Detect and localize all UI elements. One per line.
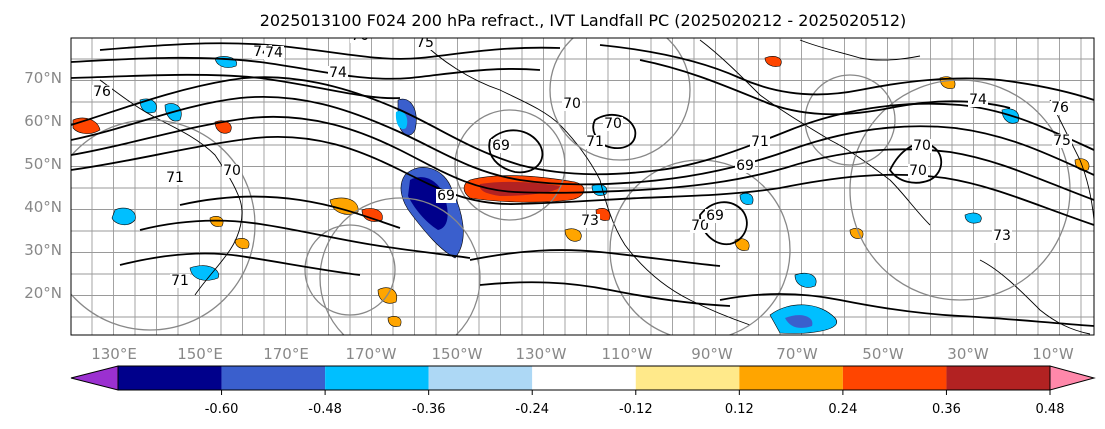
longitude-label: 10°W	[1032, 345, 1074, 363]
contour-label-background	[603, 117, 623, 131]
contour-label: 69	[736, 158, 754, 174]
contour-label: 75	[1053, 133, 1071, 149]
contour-label: 74	[329, 65, 347, 81]
longitude-label: 50°W	[862, 345, 904, 363]
map-frame	[70, 37, 1095, 336]
contour-label-background	[705, 209, 725, 223]
latitude-label: 40°N	[24, 198, 62, 216]
colorbar-tick-label: -0.36	[412, 402, 446, 417]
longitude-label: 30°W	[947, 345, 989, 363]
contour-label-background	[328, 66, 348, 80]
longitude-label: 90°W	[691, 345, 733, 363]
contour-label: 70	[909, 163, 927, 179]
colorbar-segment	[532, 366, 636, 390]
colorbar-tick-label: 0.24	[828, 402, 857, 417]
contour-label-background	[165, 171, 185, 185]
contour-label-background	[264, 46, 284, 60]
contour-label-background	[1050, 101, 1070, 115]
colorbar-segment	[221, 366, 326, 390]
contour-label: 76	[351, 28, 369, 44]
colorbar-segment	[118, 366, 222, 390]
colorbar-segment	[325, 366, 429, 390]
contour-label: 71	[586, 134, 604, 150]
colorbar-tick-label: 0.12	[725, 402, 754, 417]
longitude-label: 170°W	[346, 345, 397, 363]
contour-label-background	[415, 38, 435, 50]
contour-label-background	[912, 139, 932, 153]
contour-label-background	[222, 164, 242, 178]
graticule	[71, 38, 1094, 335]
contour-label: 71	[171, 273, 189, 289]
contour-label-background	[992, 229, 1012, 243]
contour-label: 76	[1051, 100, 1069, 116]
colorbar-extend-high	[1049, 365, 1096, 391]
contour-label-background	[580, 214, 600, 228]
contour-label: 70	[913, 138, 931, 154]
colorbar-segment	[428, 366, 533, 390]
latitude-labels: 70°N 60°N 50°N 40°N 30°N 20°N	[24, 69, 62, 302]
colorbar-extend-low	[70, 365, 119, 391]
contour-label: 69	[492, 138, 510, 154]
contour-label-background	[968, 93, 988, 107]
contour-label-background	[491, 139, 511, 153]
contour-label-background	[750, 135, 770, 149]
longitude-labels: 130°E 150°E 170°E 170°W 150°W 130°W 110°W 90°W 7…	[91, 345, 1074, 363]
contour-label: 74	[969, 92, 987, 108]
colorbar-tick-label: 0.36	[932, 402, 961, 417]
contour-label: 74	[265, 45, 283, 61]
contour-label-background	[436, 189, 456, 203]
contour-label: 70	[691, 218, 709, 234]
contour-label: 73	[581, 213, 599, 229]
longitude-label: 130°E	[91, 345, 137, 363]
colorbar-segment	[842, 366, 947, 390]
contour-label: 76	[93, 84, 111, 100]
longitude-label: 70°W	[776, 345, 818, 363]
contour-label: 70	[563, 96, 581, 112]
contour-label: 70	[223, 163, 241, 179]
contour-label: 69	[437, 188, 455, 204]
contour-label-background	[1052, 134, 1072, 148]
colorbar	[70, 365, 1096, 391]
colorbar-tick-label: -0.24	[515, 402, 549, 417]
contour-label: 73	[993, 228, 1011, 244]
contour-label-background	[908, 164, 928, 178]
latitude-label: 60°N	[24, 112, 62, 130]
longitude-label: 150°W	[432, 345, 483, 363]
colorbar-tick-labels: -0.60 -0.48 -0.36 -0.24 -0.12 0.12 0.24 0.36 0.4…	[205, 390, 1065, 417]
longitude-label: 170°E	[263, 345, 309, 363]
longitude-label: 130°W	[516, 345, 567, 363]
colorbar-tick-label: -0.60	[205, 402, 239, 417]
contour-label: 75	[416, 35, 434, 51]
latitude-label: 50°N	[24, 155, 62, 173]
map-title: 2025013100 F024 200 hPa refract., IVT La…	[260, 11, 907, 30]
colorbar-tick-label: -0.48	[308, 402, 342, 417]
colorbar-segment	[739, 366, 843, 390]
longitude-label: 110°W	[602, 345, 653, 363]
contour-label: 69	[706, 208, 724, 224]
positive-anomaly-shading	[72, 56, 1090, 327]
contour-label-background	[735, 159, 755, 173]
contour-label-background	[562, 97, 582, 111]
longitude-label: 150°E	[177, 345, 223, 363]
contour-label-background	[585, 135, 605, 149]
contour-label-background	[92, 85, 112, 99]
latitude-label: 30°N	[24, 241, 62, 259]
colorbar-segment	[635, 366, 740, 390]
contour-label: 71	[751, 134, 769, 150]
colorbar-segment	[946, 366, 1050, 390]
contour-label: 70	[604, 116, 622, 132]
contour-label: 71	[166, 170, 184, 186]
latitude-label: 20°N	[24, 284, 62, 302]
colorbar-tick-label: 0.48	[1036, 402, 1065, 417]
contour-label-background	[350, 38, 370, 43]
colorbar-tick-label: -0.12	[619, 402, 653, 417]
colorbar-outline	[117, 365, 1051, 391]
latitude-label: 70°N	[24, 69, 62, 87]
contour-label-background	[170, 274, 190, 288]
